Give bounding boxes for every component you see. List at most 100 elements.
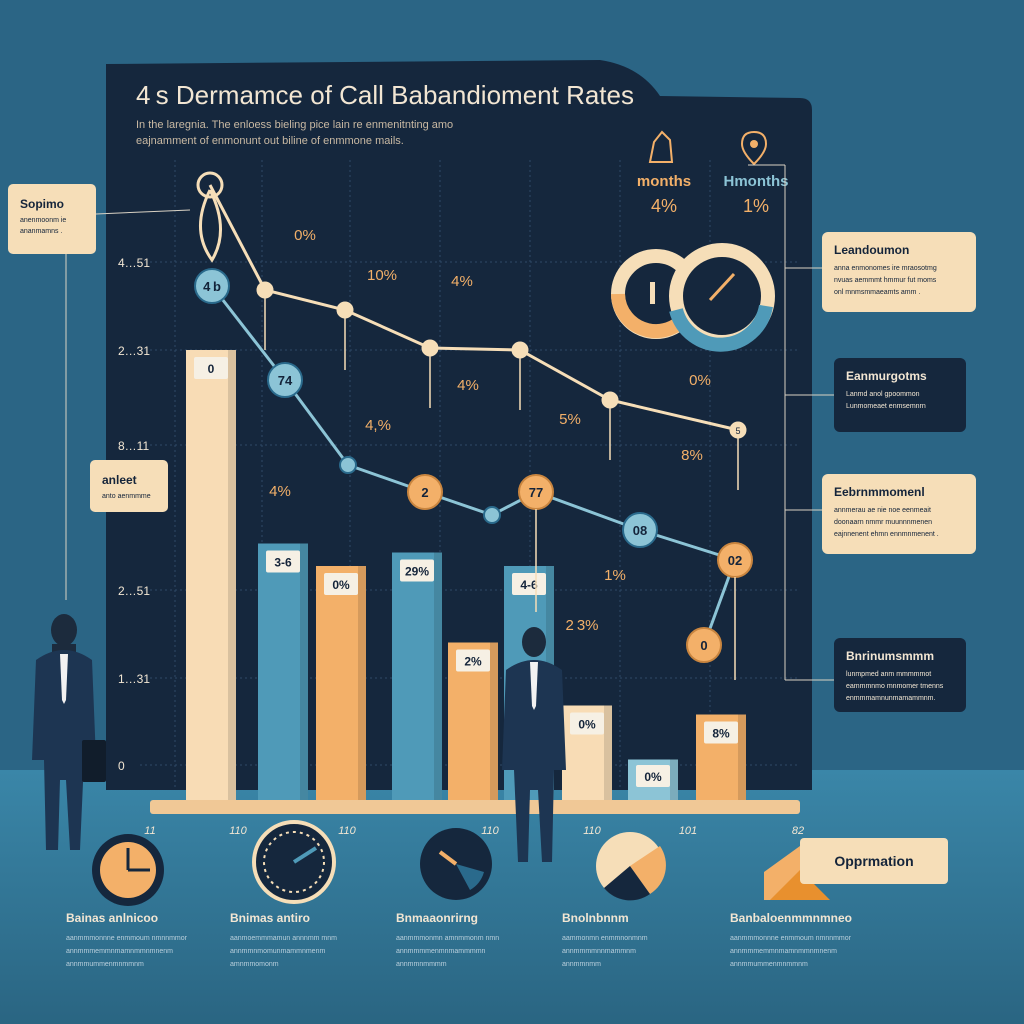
bar-value-label: 29% xyxy=(405,565,429,579)
top-line-point xyxy=(256,281,274,299)
floating-percent-label: 0% xyxy=(689,372,711,389)
ring-gauge-large xyxy=(669,243,775,352)
bottom-section-line: annmmmemmnmamnmmnmnenm xyxy=(66,948,173,955)
businessman-left-icon xyxy=(32,614,106,850)
bottom-sections: Bainas anlnicoo aanmmmonnne enmmoum nmnnm… xyxy=(66,911,852,968)
clock-icon xyxy=(92,834,164,906)
bottom-section-line: aanmmmonnne enmmoum nmnnmmor xyxy=(730,935,852,942)
callout-line: Lunmomeaet enmsemnrn xyxy=(846,403,926,410)
bottom-section-line: annmmmemmnmamnmmnmnenm xyxy=(730,948,837,955)
top-line-point xyxy=(196,171,224,199)
top-line-point xyxy=(336,301,354,319)
bar-shade xyxy=(228,350,236,800)
callout-title: Eebrnmmomenl xyxy=(834,485,925,499)
callout-line: Lanmd anol gpoommon xyxy=(846,391,920,398)
bottom-section-line: annmmnmmmm xyxy=(396,961,447,968)
bar-shade xyxy=(604,705,612,800)
bottom-section: Bnimas antiro aanmoemmmamun annnmm mnm ann… xyxy=(230,911,337,968)
x-tick-label: 110 xyxy=(583,825,601,837)
bottom-line-point xyxy=(483,506,501,524)
bar xyxy=(392,552,442,800)
y-tick-label: 4…51 xyxy=(118,256,150,270)
bottom-line-point-label: 2 xyxy=(421,485,428,500)
top-line-point xyxy=(511,341,529,359)
bottom-line-point-label: 4 b xyxy=(203,279,221,294)
right-callouts: Leandoumon anna enmonomes ire mraosotmg nv… xyxy=(748,164,976,712)
bottom-line-point-label: 74 xyxy=(278,373,293,388)
x-tick-label: 110 xyxy=(481,825,499,837)
subtitle-line-1: In the laregnia. The enloess bieling pic… xyxy=(136,119,453,131)
floating-percent-label: 10% xyxy=(367,267,397,284)
bar-label-tag xyxy=(456,649,490,672)
bottom-line-point xyxy=(267,362,303,398)
bottom-section-line: annmmmmenmnmammmmn xyxy=(396,948,486,955)
stat-hmonths-value: 1% xyxy=(743,196,769,216)
bottom-line-point xyxy=(194,268,230,304)
bar-value-label: 4-6 xyxy=(520,578,538,592)
floating-percent-label: 1% xyxy=(604,567,626,584)
bar-value-label: 2% xyxy=(464,655,482,669)
top-line-point-label: 5 xyxy=(735,426,740,436)
bar-value-label: 8% xyxy=(712,727,730,741)
x-tick-label: 11 xyxy=(144,825,155,837)
bar-label-tag xyxy=(194,357,228,379)
callout-title: anleet xyxy=(102,473,137,487)
bottom-section: Bainas anlnicoo aanmmmonnne enmmoum nmnnm… xyxy=(66,911,188,968)
bar-value-label: 0% xyxy=(644,770,662,784)
bottom-line-point xyxy=(339,456,357,474)
callout-title: Leandoumon xyxy=(834,243,909,257)
stat-hmonths: Hmonths 1% xyxy=(724,130,789,216)
bar xyxy=(186,350,236,800)
bar xyxy=(316,566,366,800)
bar xyxy=(258,543,308,800)
pie-icon xyxy=(596,832,666,901)
bar-shade xyxy=(490,642,498,800)
callout-left: Sopimo anenmoonm ie ananmamns . xyxy=(8,184,96,254)
subtitle-line-2: eajnamment of enmonunt out biline of enm… xyxy=(136,135,404,147)
user-icon xyxy=(648,130,674,163)
callout-right: Eebrnmmomenl annmerau ae nie noe eenmeait… xyxy=(785,474,976,554)
line-series: 5 4 b 74 2 77 08 02 0 xyxy=(194,171,753,680)
callout-card xyxy=(834,638,966,712)
bottom-line-point-label: 0 xyxy=(700,638,707,653)
callout-card xyxy=(8,184,96,254)
bottom-section-line: amnmmomonm xyxy=(230,961,279,968)
bottom-section-title: Bnmaaonrirng xyxy=(396,911,478,925)
bottom-section-title: Bainas anlnicoo xyxy=(66,911,158,925)
bottom-line-point-label: 02 xyxy=(728,553,742,568)
x-tick-label: 110 xyxy=(229,825,247,837)
bar-label-tag xyxy=(512,573,546,595)
bar-series: 0 3-6 0% 29% 2% 4-6 0% 0% 8% xyxy=(186,350,746,800)
left-connector-2 xyxy=(95,209,191,215)
callout-right: Eanmurgotms Lanmd anol gpoommon Lunmomeaet… xyxy=(785,358,966,432)
bottom-section-line: annmmummenmnmmnm xyxy=(730,961,808,968)
floating-percent-label: 4% xyxy=(451,273,473,290)
y-tick-label: 8…11 xyxy=(118,439,149,453)
left-callouts: Sopimo anenmoonm ie ananmamns . anleet anto … xyxy=(8,184,191,600)
callout-line: ananmamns . xyxy=(20,228,62,235)
bottom-section-title: Bnolnbnnm xyxy=(562,911,629,925)
stat-months-value: 4% xyxy=(651,196,677,216)
bottom-section-title: Bnimas antiro xyxy=(230,911,310,925)
y-tick-label: 0 xyxy=(118,759,125,773)
bottom-section-line: aanmmmonmn amnmmonm nmn xyxy=(396,935,499,942)
speedometer-icon xyxy=(252,820,336,904)
bar-value-label: 0% xyxy=(332,578,350,592)
bottom-section-title: Banbaloenmmnmneo xyxy=(730,911,852,925)
callout-card xyxy=(834,358,966,432)
callout-left: anleet anto aenmmme xyxy=(90,460,168,512)
floating-percent-label: 4,% xyxy=(365,417,391,434)
x-tick-label: 110 xyxy=(338,825,356,837)
bottom-section-line: annmmnmomunmammnmenm xyxy=(230,948,325,955)
floating-percent-label: 5% xyxy=(559,411,581,428)
top-line-hook xyxy=(199,189,222,263)
floating-percent-label: 8% xyxy=(681,447,703,464)
top-line-point xyxy=(421,339,439,357)
callout-title: Sopimo xyxy=(20,197,64,211)
chart-baseline xyxy=(150,800,800,814)
bottom-section-line: aanmoemmmamun annnmm mnm xyxy=(230,935,337,942)
dial-icon xyxy=(420,828,492,900)
callout-right: Bnrinumsmmm lunmpmed anm mmmmmot eammmnmo … xyxy=(785,638,966,712)
location-pin-icon xyxy=(740,130,768,166)
callout-title: Bnrinumsmmm xyxy=(846,649,934,663)
